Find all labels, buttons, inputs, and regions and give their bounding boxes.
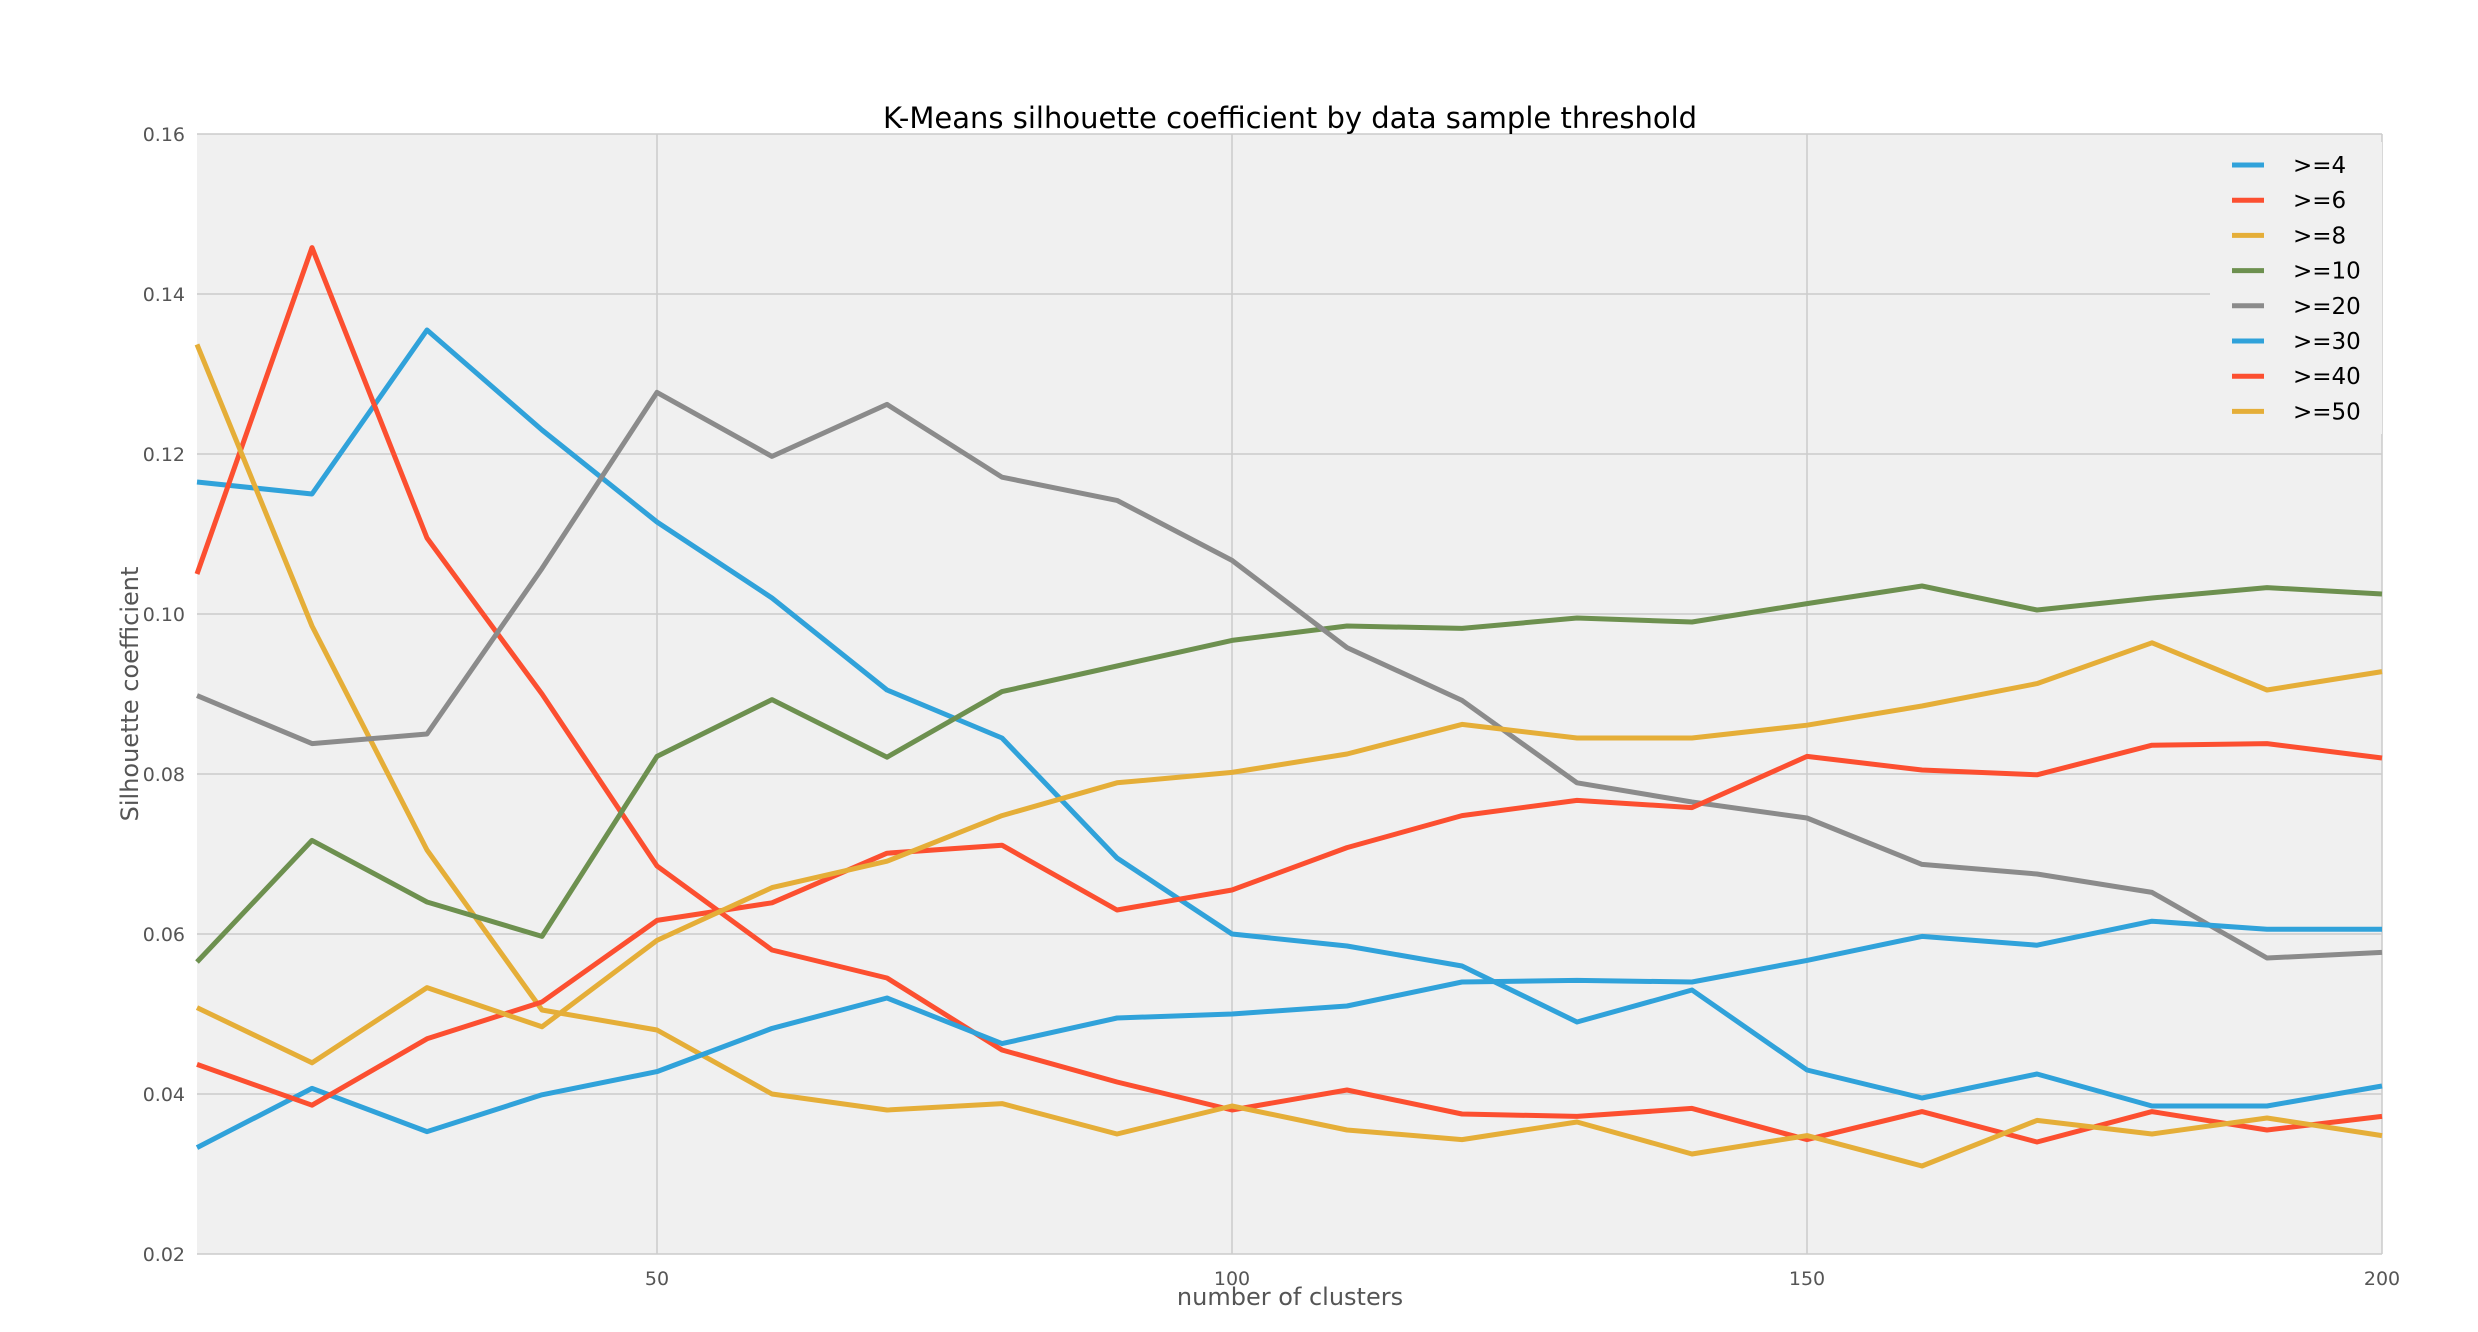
legend-label: >=20 — [2293, 294, 2361, 320]
x-tick-labels: 50 100 150 200 — [645, 1268, 2400, 1290]
x-tick-label: 50 — [645, 1268, 669, 1290]
legend-label: >=8 — [2293, 223, 2346, 249]
series-line-8 — [195, 640, 2383, 1066]
grid — [197, 133, 2383, 1255]
series-line-7 — [196, 741, 2383, 1108]
legend-box — [2210, 142, 2382, 434]
series-line-5 — [196, 389, 2383, 961]
y-tick-label: 0.04 — [143, 1084, 185, 1106]
series-line-6 — [195, 918, 2382, 1150]
x-tick-label: 200 — [2364, 1268, 2400, 1290]
y-tick-label: 0.14 — [143, 284, 185, 306]
y-tick-labels: 0.02 0.04 0.06 0.08 0.10 0.12 0.14 0.16 — [143, 124, 185, 1266]
y-tick-label: 0.12 — [143, 444, 185, 466]
legend-label: >=6 — [2293, 188, 2346, 214]
y-tick-label: 0.06 — [143, 924, 185, 946]
y-tick-label: 0.02 — [143, 1244, 185, 1266]
legend-label: >=30 — [2293, 329, 2361, 355]
legend-label: >=10 — [2293, 259, 2361, 285]
x-tick-label: 100 — [1214, 1268, 1250, 1290]
y-tick-label: 0.16 — [143, 124, 185, 146]
y-tick-label: 0.10 — [143, 604, 185, 626]
series-line-4 — [195, 583, 2383, 964]
plot-background — [197, 134, 2382, 1254]
series-line-2 — [194, 245, 2383, 1145]
legend-label: >=40 — [2293, 364, 2361, 390]
x-tick-label: 150 — [1789, 1268, 1825, 1290]
legend-label: >=50 — [2293, 399, 2361, 425]
series-line-1 — [196, 327, 2383, 1109]
series-lines — [194, 245, 2383, 1169]
y-axis-label: Silhouette coefficient — [116, 567, 144, 822]
y-tick-label: 0.08 — [143, 764, 185, 786]
legend-label: >=4 — [2293, 153, 2346, 179]
chart-title: K-Means silhouette coefficient by data s… — [883, 101, 1697, 135]
x-axis-label: number of clusters — [1177, 1283, 1403, 1311]
legend: >=4 >=6 >=8 >=10 >=20 >=30 >=40 >=50 — [2210, 142, 2382, 434]
